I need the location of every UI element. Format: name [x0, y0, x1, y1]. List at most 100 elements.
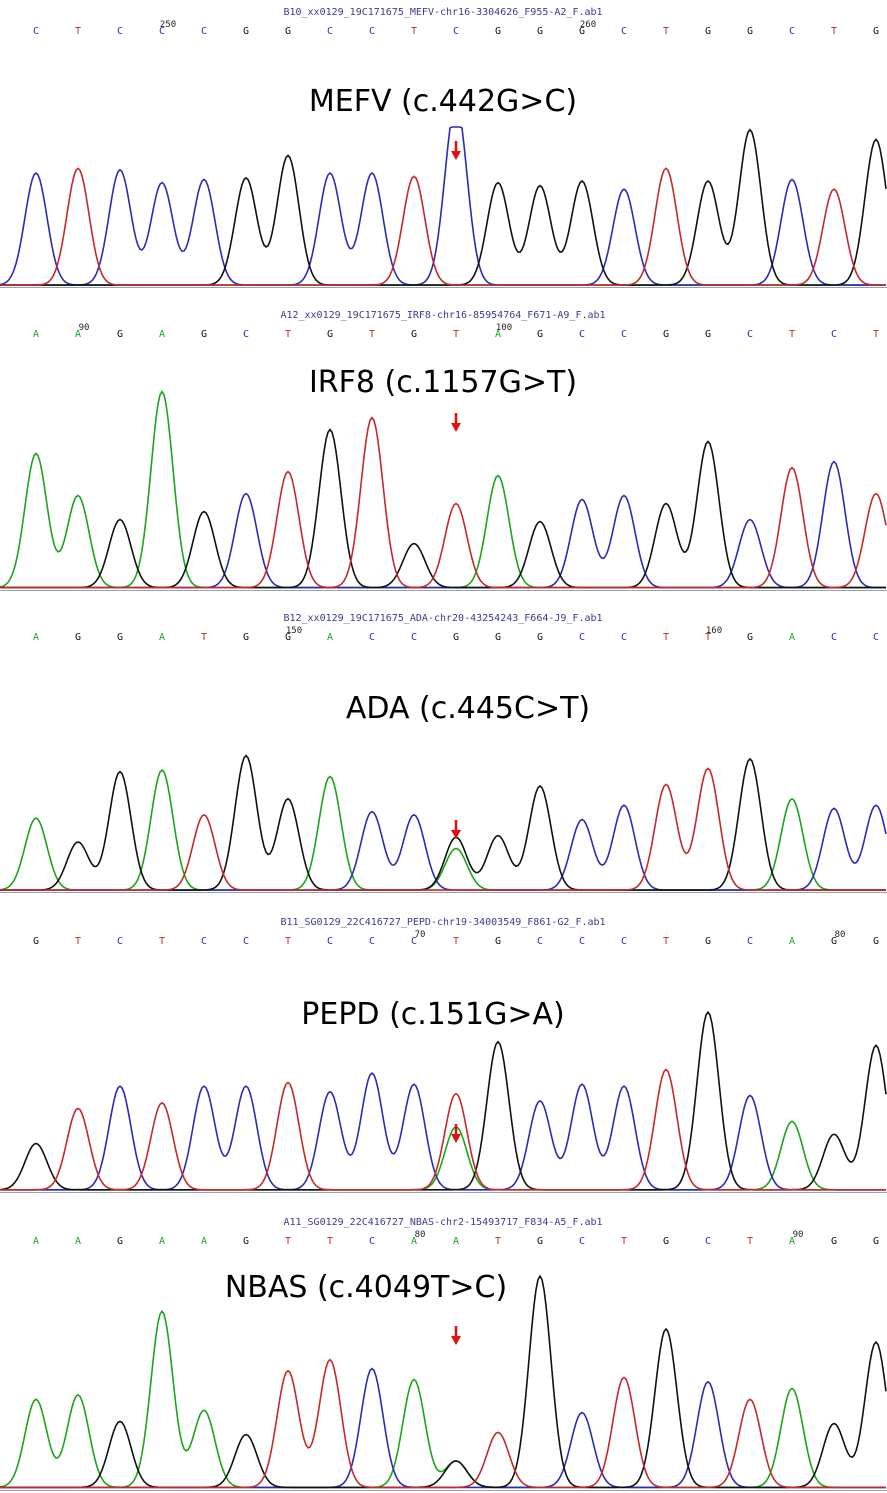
base-call: C: [579, 1236, 585, 1247]
panel-file-name: B12_xx0129_19C171675_ADA-chr20-43254243_…: [283, 613, 602, 624]
base-call: C: [327, 26, 333, 37]
base-call: G: [243, 632, 249, 643]
base-call: C: [747, 329, 753, 340]
panel-title: MEFV (c.442G>C): [309, 84, 577, 119]
base-call: C: [579, 936, 585, 947]
base-call: G: [663, 329, 669, 340]
base-call: G: [747, 632, 753, 643]
base-call: T: [663, 632, 669, 643]
panel-file-name: B11_SG0129_22C416727_PEPD-chr19-34003549…: [280, 917, 605, 928]
base-call: C: [621, 936, 627, 947]
base-call: T: [453, 936, 459, 947]
base-call: G: [117, 329, 123, 340]
base-call: C: [621, 26, 627, 37]
base-call: G: [117, 632, 123, 643]
base-call: G: [285, 26, 291, 37]
base-call: G: [75, 632, 81, 643]
base-call: C: [579, 329, 585, 340]
base-call: T: [285, 1236, 291, 1247]
base-call: T: [621, 1236, 627, 1247]
base-call: G: [831, 1236, 837, 1247]
base-call: G: [243, 1236, 249, 1247]
base-call: G: [705, 329, 711, 340]
base-call: G: [663, 1236, 669, 1247]
base-call: T: [285, 329, 291, 340]
base-call: G: [537, 1236, 543, 1247]
base-call: A: [33, 1236, 39, 1247]
base-call: C: [243, 329, 249, 340]
base-call: C: [117, 936, 123, 947]
base-call: C: [537, 936, 543, 947]
base-call: A: [789, 936, 795, 947]
base-call: C: [621, 632, 627, 643]
base-call: T: [75, 26, 81, 37]
base-call: G: [285, 632, 291, 643]
base-call: C: [705, 1236, 711, 1247]
base-call: A: [159, 329, 165, 340]
base-call: C: [369, 936, 375, 947]
base-call: C: [747, 936, 753, 947]
base-call: T: [369, 329, 375, 340]
base-call: C: [159, 26, 165, 37]
base-call: G: [495, 936, 501, 947]
base-call: C: [327, 936, 333, 947]
base-call: C: [243, 936, 249, 947]
panel-file-name: A12_xx0129_19C171675_IRF8-chr16-85954764…: [280, 310, 605, 321]
base-call: A: [33, 329, 39, 340]
base-call: A: [33, 632, 39, 643]
base-call: A: [201, 1236, 207, 1247]
base-call: T: [747, 1236, 753, 1247]
panel-title: ADA (c.445C>T): [346, 691, 590, 726]
base-call: T: [453, 329, 459, 340]
base-call: T: [75, 936, 81, 947]
base-call: A: [159, 1236, 165, 1247]
base-call: C: [369, 632, 375, 643]
base-call: C: [579, 632, 585, 643]
base-call: G: [495, 26, 501, 37]
base-call: G: [705, 26, 711, 37]
base-call: A: [411, 1236, 417, 1247]
base-call: C: [117, 26, 123, 37]
base-call: C: [33, 26, 39, 37]
base-call: C: [411, 936, 417, 947]
base-call: A: [789, 1236, 795, 1247]
base-call: T: [789, 329, 795, 340]
base-call: T: [663, 26, 669, 37]
panel-title: PEPD (c.151G>A): [301, 997, 564, 1032]
base-call: C: [873, 632, 879, 643]
base-call: C: [453, 26, 459, 37]
panel-file-name: A11_SG0129_22C416727_NBAS-chr2-15493717_…: [283, 1217, 602, 1228]
base-call: G: [537, 26, 543, 37]
base-call: G: [327, 329, 333, 340]
base-call: C: [411, 632, 417, 643]
base-call: T: [705, 632, 711, 643]
base-call: T: [873, 329, 879, 340]
base-call: G: [117, 1236, 123, 1247]
panel-title: NBAS (c.4049T>C): [225, 1270, 507, 1305]
base-call: T: [327, 1236, 333, 1247]
base-call: G: [411, 329, 417, 340]
base-call: C: [831, 329, 837, 340]
base-call: T: [663, 936, 669, 947]
base-call: T: [285, 936, 291, 947]
base-call: G: [747, 26, 753, 37]
base-call: C: [369, 1236, 375, 1247]
base-call: C: [201, 26, 207, 37]
base-call: A: [159, 632, 165, 643]
base-call: T: [411, 26, 417, 37]
base-call: T: [495, 1236, 501, 1247]
base-call: G: [705, 936, 711, 947]
base-call: T: [831, 26, 837, 37]
base-call: C: [369, 26, 375, 37]
base-call: G: [579, 26, 585, 37]
base-call: G: [537, 329, 543, 340]
base-call: A: [75, 329, 81, 340]
base-call: G: [831, 936, 837, 947]
base-call: A: [789, 632, 795, 643]
